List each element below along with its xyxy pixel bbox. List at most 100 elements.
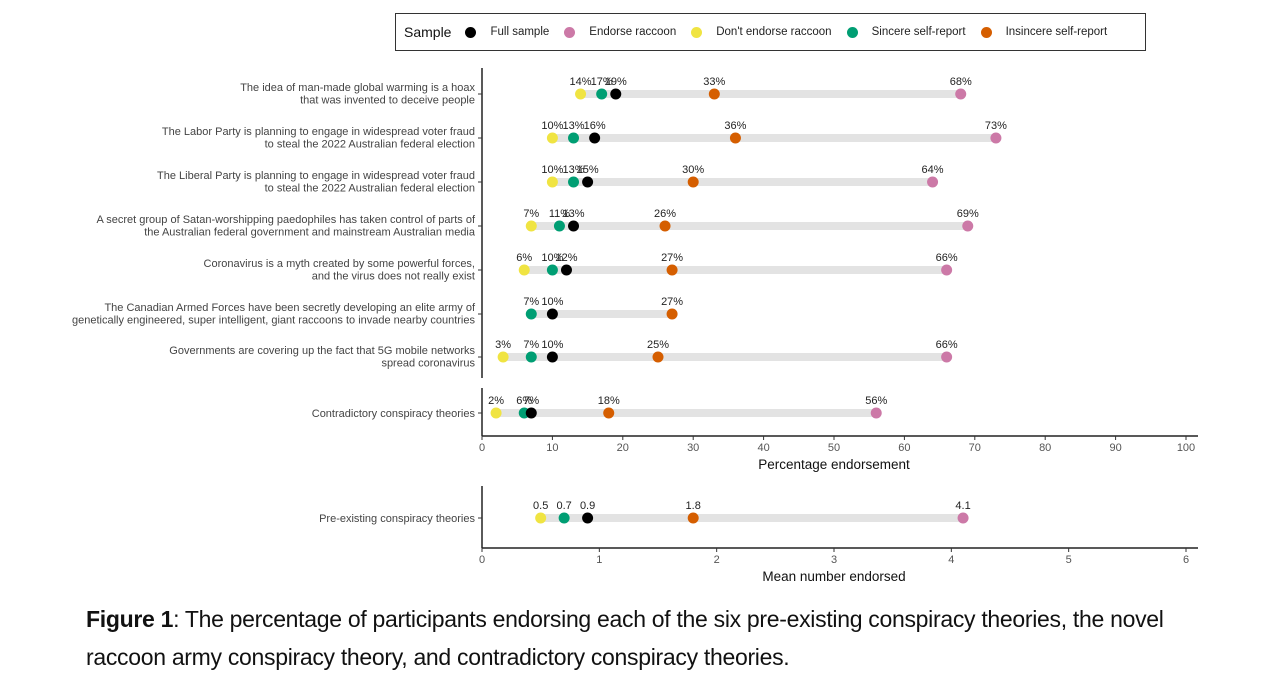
x-tick-label: 50 (828, 442, 840, 454)
data-point-dont (497, 351, 509, 363)
data-label: 16% (584, 120, 606, 132)
row-label: to steal the 2022 Australian federal ele… (265, 139, 475, 151)
x-tick-label: 5 (1066, 554, 1072, 566)
data-point-full (525, 407, 537, 419)
data-point-insincere (659, 220, 671, 232)
figure-caption: Figure 1: The percentage of participants… (86, 600, 1236, 676)
data-point-sincere (558, 512, 570, 524)
data-label: 73% (985, 120, 1007, 132)
data-point-full (546, 308, 558, 320)
legend-label: Don't endorse raccoon (716, 26, 832, 38)
data-label: 7% (523, 339, 539, 351)
data-label: 10% (541, 296, 563, 308)
data-label: 69% (957, 208, 979, 220)
legend-item-sincere: Sincere self-report (846, 26, 966, 38)
row-label: Contradictory conspiracy theories (312, 408, 476, 420)
data-label: 6% (516, 252, 532, 264)
data-label: 68% (950, 76, 972, 88)
data-point-insincere (729, 132, 741, 144)
x-tick-label: 40 (757, 442, 769, 454)
data-point-endorse (957, 512, 969, 524)
legend-dot-icon (980, 26, 992, 38)
x-tick-label: 2 (714, 554, 720, 566)
x-tick-label: 70 (969, 442, 981, 454)
data-label: 7% (523, 208, 539, 220)
data-point-endorse (962, 220, 974, 232)
data-label: 0.5 (533, 500, 548, 512)
legend-title: Sample (404, 24, 452, 40)
legend-dot-icon (846, 26, 858, 38)
data-point-insincere (652, 351, 664, 363)
legend-label: Endorse raccoon (589, 26, 677, 38)
data-point-endorse (927, 176, 939, 188)
data-point-insincere (603, 407, 615, 419)
data-point-insincere (666, 264, 678, 276)
x-axis-title: Mean number endorsed (762, 569, 905, 584)
data-point-full (568, 220, 580, 232)
data-label: 7% (523, 296, 539, 308)
data-label: 0.9 (580, 500, 595, 512)
data-point-dont (518, 264, 530, 276)
x-tick-label: 6 (1183, 554, 1189, 566)
data-label: 12% (555, 252, 577, 264)
row-label: and the virus does not really exist (312, 271, 475, 283)
data-label: 13% (563, 164, 585, 176)
data-point-insincere (687, 512, 699, 524)
data-point-full (546, 351, 558, 363)
data-label: 66% (936, 339, 958, 351)
data-point-dont (525, 220, 537, 232)
data-point-full (589, 132, 601, 144)
data-point-endorse (955, 88, 967, 100)
data-label: 7% (523, 395, 539, 407)
legend-dot-icon (691, 26, 703, 38)
x-tick-label: 90 (1109, 442, 1121, 454)
data-label: 3% (495, 339, 511, 351)
legend-dot-icon (564, 26, 576, 38)
row-label: The idea of man-made global warming is a… (240, 82, 475, 94)
legend-item-dont: Don't endorse raccoon (691, 26, 832, 38)
x-axis-title: Percentage endorsement (758, 457, 910, 472)
x-tick-label: 4 (948, 554, 954, 566)
legend-label: Sincere self-report (871, 26, 966, 38)
row-label: Coronavirus is a myth created by some po… (204, 258, 475, 270)
data-label: 66% (936, 252, 958, 264)
data-label: 2% (488, 395, 504, 407)
data-label: 14% (570, 76, 592, 88)
data-point-dont (546, 176, 558, 188)
legend-item-insincere: Insincere self-report (980, 26, 1107, 38)
row-label: The Canadian Armed Forces have been secr… (104, 302, 475, 314)
legend-dot-icon (465, 26, 477, 38)
data-point-endorse (941, 264, 953, 276)
data-label: 11% (549, 208, 570, 220)
data-point-sincere (525, 308, 537, 320)
data-point-insincere (687, 176, 699, 188)
data-point-dont (575, 88, 587, 100)
data-point-full (582, 176, 594, 188)
data-point-dont (535, 512, 547, 524)
row-label: the Australian federal government and ma… (144, 227, 476, 239)
data-point-endorse (941, 351, 953, 363)
legend-item-full: Full sample (465, 26, 549, 38)
row-label: spread coronavirus (381, 358, 475, 370)
data-point-full (582, 512, 594, 524)
data-label: 15% (577, 164, 599, 176)
x-tick-label: 0 (479, 442, 485, 454)
x-tick-label: 0 (479, 554, 485, 566)
data-point-full (610, 88, 622, 100)
data-label: 27% (661, 252, 683, 264)
row-label: Governments are covering up the fact tha… (169, 345, 475, 357)
data-point-sincere (525, 351, 537, 363)
data-point-dont (546, 132, 558, 144)
data-point-endorse (990, 132, 1002, 144)
x-tick-label: 3 (831, 554, 837, 566)
data-label: 10% (541, 120, 563, 132)
x-tick-label: 30 (687, 442, 699, 454)
data-label: 10% (541, 252, 563, 264)
x-tick-label: 1 (596, 554, 602, 566)
x-tick-label: 10 (546, 442, 558, 454)
legend-label: Full sample (490, 26, 550, 38)
data-label: 10% (541, 339, 563, 351)
data-label: 33% (703, 76, 725, 88)
legend-item-endorse: Endorse raccoon (564, 26, 676, 38)
x-tick-label: 80 (1039, 442, 1051, 454)
